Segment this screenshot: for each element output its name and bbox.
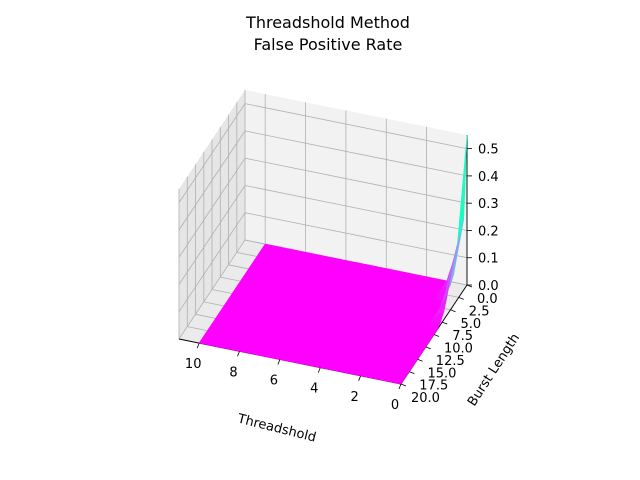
x-tick-label: 4 <box>310 382 318 397</box>
y-axis-label: Burst Length <box>465 331 523 409</box>
y-tick-label: 5.0 <box>461 317 482 332</box>
grid-line-z-side <box>178 212 246 312</box>
x-tick-mark <box>317 367 321 373</box>
y-tick-label: 0.0 <box>477 292 498 307</box>
grid-line-z-back <box>244 212 468 259</box>
y-tick-label: 15.0 <box>428 366 457 381</box>
grid-line-z-back <box>244 185 468 231</box>
x-tick-mark <box>237 351 240 357</box>
x-tick-label: 10 <box>185 357 202 372</box>
y-tick-mark <box>417 358 423 362</box>
z-tick-label: 0.4 <box>478 170 499 185</box>
y-tick-label: 12.5 <box>436 354 465 369</box>
x-tick-mark <box>358 375 362 381</box>
grid-line-z-side <box>178 130 246 231</box>
y-tick-label: 10.0 <box>444 342 473 357</box>
grid-line-z-side <box>178 103 246 203</box>
y-tick-mark <box>458 297 464 300</box>
y-tick-label: 17.5 <box>419 379 448 394</box>
y-tick-label: 7.5 <box>452 329 473 344</box>
tick-labels: 02468100.02.55.07.510.012.515.017.520.00… <box>185 143 499 413</box>
x-tick-mark <box>277 359 281 365</box>
y-tick-label: 20.0 <box>411 391 440 406</box>
grid-line-z-side <box>178 239 246 340</box>
y-tick-mark <box>442 321 448 325</box>
y-tick-mark <box>433 334 440 337</box>
chart-title-line-2: False Positive Rate <box>254 35 403 54</box>
y-tick-mark <box>409 371 415 374</box>
x-tick-mark <box>398 383 402 390</box>
grid-line-z-side <box>178 185 246 285</box>
y-tick-label: 2.5 <box>469 304 490 319</box>
y-tick-mark <box>425 346 431 350</box>
grid-line-z-back <box>244 157 468 204</box>
grid-line-z-back <box>244 130 468 177</box>
surface-mesh <box>198 134 468 385</box>
z-tick-label: 0.3 <box>478 197 499 212</box>
x-tick-label: 2 <box>350 390 358 405</box>
x-tick-label: 0 <box>391 398 399 413</box>
grid-line-z-side <box>178 157 246 258</box>
x-axis-label: Threadshold <box>235 411 318 445</box>
x-tick-label: 6 <box>270 374 278 389</box>
chart-title-line-1: Threadshold Method <box>245 13 410 32</box>
x-tick-mark <box>196 342 200 349</box>
z-tick-label: 0.2 <box>478 225 499 240</box>
y-tick-mark <box>400 383 407 387</box>
z-tick-label: 0.1 <box>478 252 499 267</box>
z-tick-label: 0.5 <box>478 143 499 158</box>
y-tick-mark <box>450 309 456 313</box>
z-tick-label: 0.0 <box>478 279 499 294</box>
x-tick-label: 8 <box>229 365 237 380</box>
back-pane <box>245 90 467 285</box>
surface-face <box>390 376 405 385</box>
grid-line-z-back <box>244 103 468 149</box>
